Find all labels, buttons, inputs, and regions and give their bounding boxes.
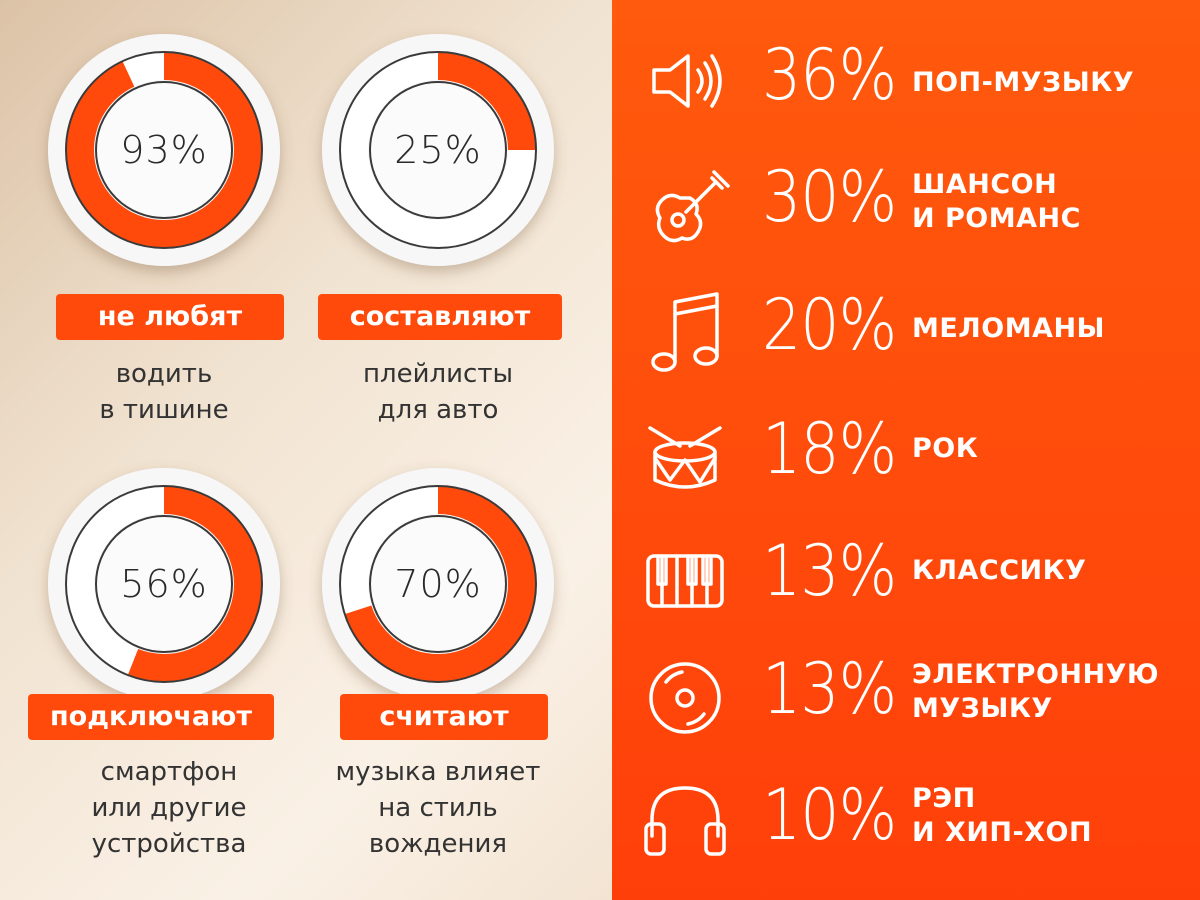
donut-inner-disc [95, 515, 233, 653]
donut-percent-label: 56% [120, 562, 207, 606]
genre-row: 18% РОК [612, 400, 1200, 510]
stat-card: 93% не любят водить в тишине [44, 30, 304, 450]
stat-badge: считают [340, 694, 548, 740]
genre-row: 13% ЭЛЕКТРОННУЮ МУЗЫКУ [612, 640, 1200, 750]
donut-edge [65, 485, 263, 683]
donut-percent-label: 25% [394, 128, 481, 172]
music-note-icon [640, 286, 730, 376]
genre-label: ПОП-МУЗЫКУ [912, 67, 1135, 98]
donut-inner-disc [369, 81, 507, 219]
genre-value: 18% [762, 408, 897, 490]
stat-caption: плейлисты для авто [363, 359, 513, 425]
stat-caption: водить в тишине [99, 359, 229, 425]
genre-value: 30% [762, 156, 897, 238]
disc-icon [640, 650, 730, 740]
donut-inner-disc [369, 515, 507, 653]
stat-card: 70% считают музыка влияет на стиль вожде… [318, 464, 578, 884]
genre-row: 13% КЛАССИКУ [612, 522, 1200, 632]
genre-label: ЭЛЕКТРОННУЮ МУЗЫКУ [912, 659, 1160, 724]
donut-edge [65, 51, 263, 249]
donut-edge [339, 485, 537, 683]
donut-percent-label: 70% [394, 562, 481, 606]
stat-badge: подключают [28, 694, 274, 740]
genre-value: 10% [762, 774, 897, 856]
genre-label: ШАНСОН И РОМАНС [912, 169, 1081, 234]
genre-row: 10% РЭП И ХИП-ХОП [612, 766, 1200, 876]
donut-inner-disc [95, 81, 233, 219]
donut-value-arc [340, 52, 536, 248]
genre-value: 13% [762, 648, 897, 730]
donut-chart: 25% [318, 30, 558, 270]
donut-value-arc [66, 52, 262, 248]
donut-percent-label: 93% [120, 128, 207, 172]
donut-value-arc [66, 486, 262, 682]
stat-badge: не любят [56, 294, 284, 340]
genre-row: 20% МЕЛОМАНЫ [612, 276, 1200, 386]
drum-icon [640, 410, 730, 500]
genre-label: МЕЛОМАНЫ [912, 313, 1106, 344]
donut-chart: 56% [44, 464, 284, 704]
genre-label: РОК [912, 433, 979, 464]
donut-chart: 70% [318, 464, 558, 704]
stat-card: 25% составляют плейлисты для авто [318, 30, 578, 450]
donut-value-arc [340, 486, 536, 682]
guitar-icon [640, 158, 730, 248]
stat-badge: составляют [318, 294, 562, 340]
speaker-icon [640, 36, 730, 126]
genre-label: РЭП И ХИП-ХОП [912, 783, 1093, 848]
genre-label: КЛАССИКУ [912, 555, 1087, 586]
genre-value: 20% [762, 284, 897, 366]
donut-edge [339, 51, 537, 249]
genre-value: 13% [762, 530, 897, 612]
genre-row: 30% ШАНСОН И РОМАНС [612, 148, 1200, 258]
genre-value: 36% [762, 34, 897, 116]
stat-caption: музыка влияет на стиль вождения [335, 757, 541, 859]
piano-keys-icon [640, 532, 730, 622]
stat-card: 56% подключают смартфон или другие устро… [28, 464, 304, 884]
headphones-icon [640, 776, 730, 866]
stat-caption: смартфон или другие устройства [91, 757, 247, 859]
genre-row: 36% ПОП-МУЗЫКУ [612, 26, 1200, 136]
right-panel [612, 0, 1200, 900]
donut-chart: 93% [44, 30, 284, 270]
